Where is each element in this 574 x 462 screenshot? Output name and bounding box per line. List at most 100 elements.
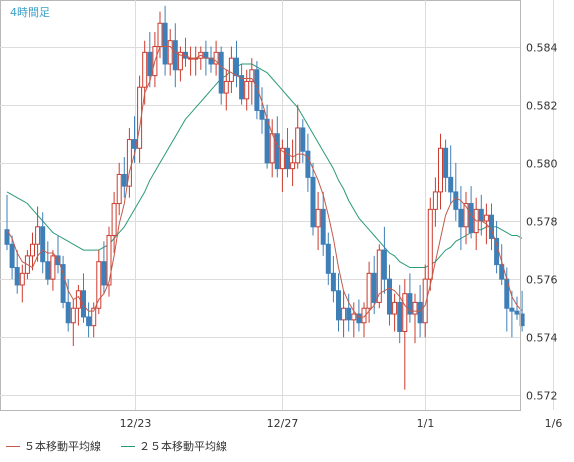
candle-body <box>412 301 418 315</box>
candle-body <box>111 203 117 237</box>
ma25-series <box>6 63 523 268</box>
candle-body <box>407 293 413 315</box>
legend-item-ma25: ２５本移動平均線 <box>121 438 227 454</box>
candle-body <box>9 243 15 269</box>
candle-body <box>126 139 132 187</box>
candle-body <box>218 51 224 94</box>
x-tick-label: 12/23 <box>120 417 152 430</box>
candle-body <box>290 162 296 170</box>
candle-body <box>81 290 86 318</box>
candle-body <box>162 22 168 65</box>
candle-body <box>453 191 459 210</box>
plot-area <box>0 0 521 411</box>
candle-body <box>509 307 515 312</box>
candle-body <box>285 147 290 170</box>
ma5-line <box>6 46 523 318</box>
candle-body <box>121 173 127 187</box>
candle-body <box>336 290 341 321</box>
candle-body <box>167 40 173 65</box>
candle-body <box>14 267 20 286</box>
candle-body <box>116 173 122 205</box>
candle-body <box>259 109 265 120</box>
candle-body <box>40 226 46 263</box>
candle-body <box>443 147 449 178</box>
candle-body <box>448 176 454 193</box>
candle-body <box>106 235 112 286</box>
candle-body <box>50 255 56 280</box>
candle-body <box>325 243 331 274</box>
candle-body <box>70 307 76 324</box>
candle-body <box>91 307 97 327</box>
candle-body <box>315 208 321 228</box>
candle-body <box>387 278 392 315</box>
x-tick-label: 1/1 <box>417 417 435 430</box>
legend: ５本移動平均線 ２５本移動平均線 <box>6 436 247 456</box>
legend-label-ma5: ５本移動平均線 <box>24 440 101 453</box>
y-tick-label: 0.584 <box>526 42 558 55</box>
candle-body <box>356 313 362 324</box>
y-tick-label: 0.582 <box>526 100 558 113</box>
candle-body <box>96 261 102 309</box>
legend-swatch-ma25 <box>121 445 135 447</box>
candle-body <box>86 316 92 327</box>
candle-body <box>402 293 408 332</box>
candle-body <box>147 51 153 77</box>
y-tick-label: 0.578 <box>526 216 558 229</box>
candle-body <box>366 272 372 309</box>
candle-body <box>264 118 270 164</box>
candle-body <box>468 203 474 234</box>
candle-body <box>341 307 347 321</box>
candle-body <box>494 237 500 266</box>
candle-body <box>438 147 443 193</box>
candle-body <box>417 301 423 324</box>
candle-body <box>381 249 387 280</box>
legend-label-ma25: ２５本移動平均線 <box>139 440 227 453</box>
candle-body <box>376 249 382 303</box>
candle-body <box>249 69 255 82</box>
candle-body <box>346 307 352 321</box>
candle-body <box>223 80 229 94</box>
axes: 0.584 0.582 0.580 0.578 0.576 0.574 0.572 12/23… <box>120 0 563 430</box>
candle-body <box>244 80 250 100</box>
candle-body <box>330 272 336 292</box>
candle-body <box>65 301 71 324</box>
candle-body <box>177 51 183 71</box>
y-tick-label: 0.574 <box>526 332 558 345</box>
candle-body <box>30 243 35 257</box>
x-tick-label: 1/6 <box>545 417 563 430</box>
candle-body <box>60 264 66 303</box>
candle-body <box>397 301 403 332</box>
candle-body <box>392 301 398 315</box>
candle-body <box>432 191 438 210</box>
candle-body <box>514 310 520 315</box>
candle-body <box>458 208 464 228</box>
candle-body <box>157 22 163 48</box>
candle-body <box>279 147 285 170</box>
candle-body <box>305 150 311 178</box>
legend-item-ma5: ５本移動平均線 <box>6 438 101 454</box>
candle-body <box>295 127 301 164</box>
candle-body <box>478 208 484 222</box>
candle-body <box>483 214 489 222</box>
y-tick-label: 0.572 <box>526 390 558 403</box>
candle-body <box>320 208 326 245</box>
y-tick-label: 0.580 <box>526 158 558 171</box>
legend-swatch-ma5 <box>6 445 20 447</box>
candle-body <box>427 208 433 280</box>
candle-body <box>239 75 245 100</box>
candle-body <box>351 313 357 321</box>
y-tick-label: 0.576 <box>526 274 558 287</box>
candle-body <box>361 307 367 324</box>
x-tick-label: 12/27 <box>267 417 299 430</box>
candle-body <box>371 272 377 303</box>
candle-body <box>463 203 469 228</box>
ma25-line <box>6 63 523 268</box>
ma5-series <box>6 46 523 318</box>
candle-body <box>499 264 505 280</box>
candle-body <box>300 127 306 152</box>
candle-body <box>19 272 25 286</box>
candle-body <box>142 51 148 88</box>
candle-body <box>274 133 280 170</box>
candle-body <box>213 51 219 65</box>
